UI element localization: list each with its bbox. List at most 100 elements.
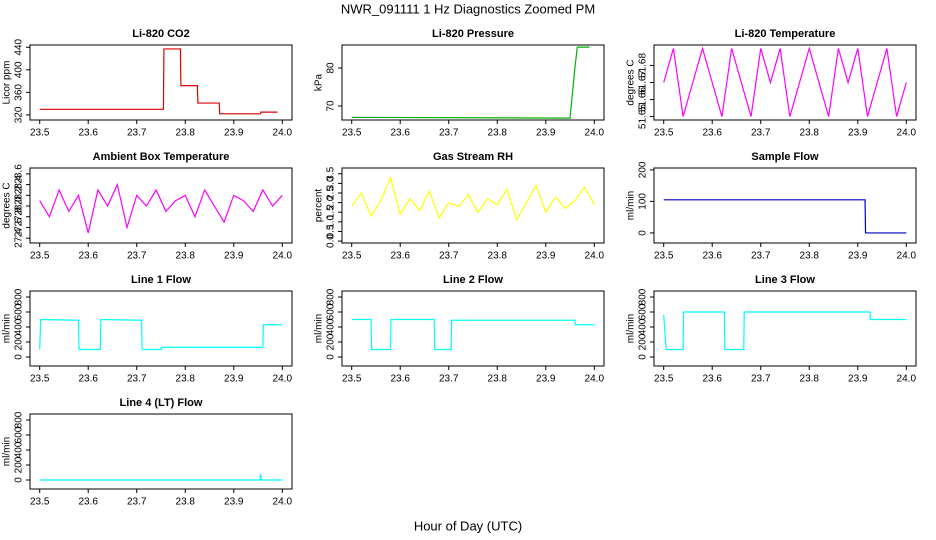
x-tick-label: 24.0 — [585, 374, 605, 385]
y-tick-label: 800 — [638, 288, 649, 305]
x-tick-label: 23.5 — [30, 497, 50, 508]
plot-area — [39, 318, 283, 351]
panel-title: Line 3 Flow — [755, 274, 815, 286]
y-tick-label: 28.6 — [14, 164, 25, 184]
data-line — [663, 46, 907, 117]
y-tick-label: 51.68 — [638, 53, 649, 78]
x-tick-label: 23.6 — [390, 128, 410, 139]
x-tick-label: 23.6 — [702, 128, 722, 139]
panel: Sample Flow ml/min 23.5 23.6 23.7 23.8 23.9 24.… — [626, 151, 917, 262]
y-tick-label: 320 — [14, 106, 25, 123]
y-axis-label: ml/min — [314, 314, 325, 343]
x-tick-label: 23.8 — [176, 251, 196, 262]
y-tick-label: 800 — [14, 288, 25, 305]
y-tick-label: 440 — [14, 38, 25, 55]
plot-area — [663, 46, 907, 117]
y-tick-label: 400 — [14, 61, 25, 78]
x-tick-label: 23.5 — [342, 128, 362, 139]
panel-title: Sample Flow — [751, 151, 819, 163]
plot-area — [39, 182, 283, 233]
x-tick-label: 23.9 — [536, 251, 556, 262]
x-tick-label: 23.9 — [536, 128, 556, 139]
x-tick-label: 23.7 — [751, 251, 771, 262]
y-axis-label: degrees C — [626, 59, 637, 105]
panel: Gas Stream RH percent 23.5 23.6 23.7 23.8 23.9… — [314, 151, 605, 262]
x-tick-label: 23.9 — [224, 128, 244, 139]
y-tick-label: 0 — [14, 477, 25, 483]
plot-area — [39, 473, 283, 481]
x-tick-label: 23.8 — [176, 374, 196, 385]
panel-title: Li-820 Temperature — [735, 28, 836, 40]
y-tick-label: 27.6 — [14, 217, 25, 237]
plot-frame — [29, 413, 293, 490]
x-tick-label: 23.8 — [488, 374, 508, 385]
panel: Line 2 Flow ml/min 23.5 23.6 23.7 23.8 23.9 24.… — [314, 274, 605, 385]
x-tick-label: 23.7 — [751, 128, 771, 139]
y-tick-label: 80 — [326, 62, 337, 74]
x-tick-label: 23.8 — [176, 128, 196, 139]
x-tick-label: 23.5 — [654, 251, 674, 262]
y-tick-label: 360 — [14, 84, 25, 101]
data-line — [351, 318, 595, 351]
x-tick-label: 23.5 — [654, 374, 674, 385]
x-tick-label: 23.9 — [848, 128, 868, 139]
y-tick-label: 0.5 — [326, 224, 337, 238]
y-tick-label: 400 — [638, 318, 649, 335]
y-tick-label: 600 — [14, 426, 25, 443]
panel-title: Gas Stream RH — [433, 151, 513, 163]
x-tick-label: 23.9 — [536, 374, 556, 385]
y-axis-label: Licor ppm — [2, 61, 13, 105]
x-tick-label: 23.7 — [127, 251, 147, 262]
x-tick-label: 23.6 — [702, 374, 722, 385]
plot-frame — [341, 167, 605, 244]
plot-area — [663, 311, 907, 351]
y-tick-label: 27.4 — [14, 228, 25, 248]
panel: Line 1 Flow ml/min 23.5 23.6 23.7 23.8 23.9 24.… — [2, 274, 293, 385]
x-tick-label: 23.5 — [30, 128, 50, 139]
x-tick-label: 24.0 — [273, 251, 293, 262]
y-tick-label: 400 — [326, 318, 337, 335]
x-tick-label: 23.7 — [127, 374, 147, 385]
y-axis-label: ml/min — [2, 314, 13, 343]
y-tick-label: 28.0 — [14, 196, 25, 216]
y-tick-label: 400 — [14, 441, 25, 458]
y-tick-label: 1.0 — [326, 214, 337, 228]
y-tick-label: 0 — [326, 354, 337, 360]
data-line — [39, 473, 283, 481]
plot-area — [39, 48, 278, 115]
x-tick-label: 23.5 — [654, 128, 674, 139]
x-tick-label: 23.8 — [800, 251, 820, 262]
panel: Li-820 CO2 Licor ppm 23.5 23.6 23.7 23.8 23.9 2… — [2, 28, 293, 139]
y-axis-label: kPa — [314, 73, 325, 91]
y-tick-label: 200 — [638, 161, 649, 178]
y-tick-label: 200 — [14, 456, 25, 473]
x-tick-label: 23.5 — [342, 251, 362, 262]
x-tick-label: 23.8 — [800, 128, 820, 139]
y-tick-label: 200 — [326, 333, 337, 350]
y-tick-label: 51.65 — [638, 104, 649, 129]
x-tick-label: 23.6 — [78, 251, 98, 262]
x-tick-label: 24.0 — [585, 128, 605, 139]
x-tick-label: 23.9 — [224, 497, 244, 508]
x-tick-label: 23.8 — [800, 374, 820, 385]
panel: Ambient Box Temperature degrees C 23.5 23.6… — [2, 151, 293, 262]
y-tick-label: 100 — [638, 193, 649, 210]
y-tick-label: 0.0 — [326, 234, 337, 248]
y-axis-label: percent — [314, 189, 325, 223]
x-tick-label: 23.6 — [78, 374, 98, 385]
plot-area — [351, 175, 595, 222]
panel-title: Li-820 CO2 — [132, 28, 189, 40]
plot-frame — [653, 290, 917, 367]
x-tick-label: 23.6 — [390, 374, 410, 385]
panel: Line 3 Flow ml/min 23.5 23.6 23.7 23.8 23.9 24.… — [626, 274, 917, 385]
plot-frame — [341, 44, 605, 121]
x-tick-label: 23.8 — [176, 497, 196, 508]
panel-title: Li-820 Pressure — [432, 28, 514, 40]
y-tick-label: 27.8 — [14, 207, 25, 227]
plot-area — [663, 199, 907, 234]
y-axis-label: degrees C — [2, 182, 13, 228]
y-tick-label: 1.5 — [326, 205, 337, 219]
x-tick-label: 24.0 — [273, 374, 293, 385]
y-tick-label: 51.67 — [638, 70, 649, 95]
x-tick-label: 24.0 — [273, 497, 293, 508]
